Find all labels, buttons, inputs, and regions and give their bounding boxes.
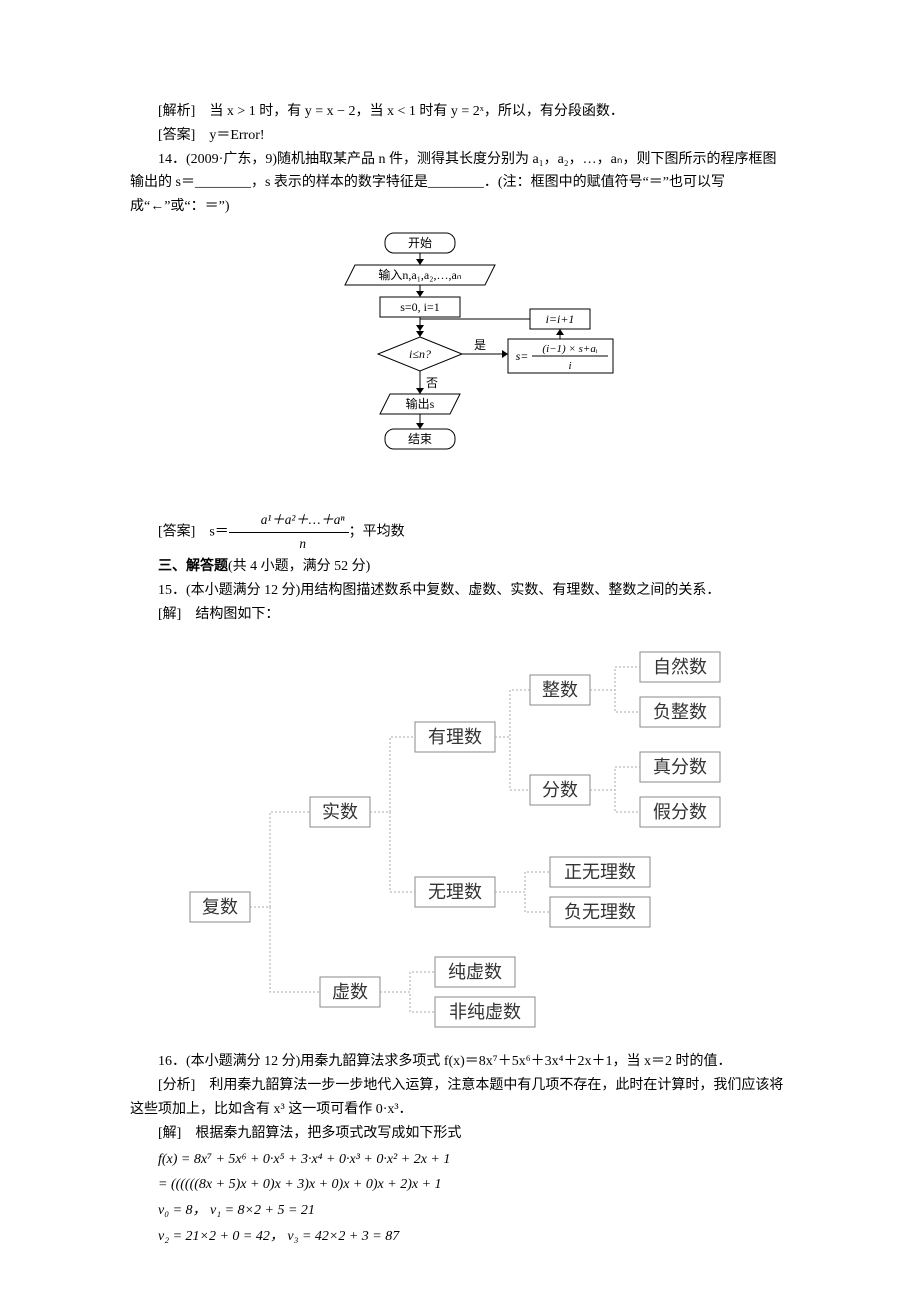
flow-calc-den: i: [568, 360, 571, 372]
ans14-prefix: [答案] s＝: [158, 524, 229, 539]
flow-end: 结束: [408, 432, 432, 446]
tree-negint: 负整数: [653, 702, 707, 722]
flow-calc-num: (i−1) × s+aᵢ: [542, 343, 597, 355]
tree-int: 整数: [542, 680, 578, 700]
flow-start: 开始: [408, 236, 432, 250]
flow-inc: i=i+1: [546, 312, 575, 326]
tree-root: 复数: [202, 897, 238, 917]
blank-1: ________: [195, 175, 251, 190]
flowchart: 开始 输入n,a₁,a₂,…,aₙ s=0, i=1 i≤n? 是: [300, 229, 620, 499]
section-3-heading: 三、解答题(共 4 小题，满分 52 分): [130, 555, 790, 579]
tree-svg: 自然数 负整数 真分数 假分数 正无理数 负无理数 整数 分数 有理数: [180, 642, 740, 1032]
tree-frac: 分数: [542, 780, 578, 800]
tree-posirr: 正无理数: [564, 862, 636, 882]
tree-rational: 有理数: [428, 727, 482, 747]
tree-real: 实数: [322, 802, 358, 822]
answer-14: [答案] s＝a¹＋a²＋…＋aⁿn；平均数: [130, 509, 790, 555]
ans14-frac: a¹＋a²＋…＋aⁿn: [229, 509, 349, 555]
ans14-den: n: [229, 533, 349, 556]
tree-imag: 虚数: [332, 982, 368, 1002]
tree-pureimag: 纯虚数: [448, 962, 502, 982]
analysis-16: [分析] 利用秦九韶算法一步一步地代入运算，注意本题中有几项不存在，此时在计算时…: [130, 1074, 790, 1122]
sec3-bold: 三、解答题: [158, 559, 228, 574]
tree-irrational: 无理数: [428, 882, 482, 902]
math-line-2: = ((((((8x + 5)x + 0)x + 3)x + 0)x + 0)x…: [130, 1173, 790, 1197]
tree-negirr: 负无理数: [564, 902, 636, 922]
flow-yes: 是: [474, 338, 486, 352]
blank-2: ________: [428, 175, 484, 190]
tree-properfrac: 真分数: [653, 757, 707, 777]
tree-nat: 自然数: [653, 657, 707, 677]
solution-16-label: [解] 根据秦九韶算法，把多项式改写成如下形式: [130, 1122, 790, 1146]
tree-improperfrac: 假分数: [653, 802, 707, 822]
math-line-3: v₀ = 8， v₁ = 8×2 + 5 = 21: [130, 1199, 790, 1223]
ans14-suffix: ；平均数: [349, 524, 405, 539]
analysis-13: [解析] 当 x > 1 时，有 y = x − 2，当 x < 1 时有 y …: [130, 100, 790, 124]
flow-cond: i≤n?: [409, 347, 431, 361]
flowchart-svg: 开始 输入n,a₁,a₂,…,aₙ s=0, i=1 i≤n? 是: [300, 229, 620, 499]
flow-output: 输出s: [406, 396, 435, 411]
math-line-1: f(x) = 8x⁷ + 5x⁶ + 0·x⁵ + 3·x⁴ + 0·x³ + …: [130, 1148, 790, 1172]
q14-text-b: ，s 表示的样本的数字特征是: [251, 175, 428, 190]
flow-calc-prefix: s=: [516, 349, 529, 363]
question-15: 15．(本小题满分 12 分)用结构图描述数系中复数、虚数、实数、有理数、整数之…: [130, 579, 790, 603]
document-page: [解析] 当 x > 1 时，有 y = x − 2，当 x < 1 时有 y …: [0, 0, 920, 1291]
ans14-num: a¹＋a²＋…＋aⁿ: [229, 509, 349, 533]
flow-no: 否: [426, 376, 438, 390]
solution-15-label: [解] 结构图如下：: [130, 603, 790, 627]
tree-nonpureimag: 非纯虚数: [449, 1002, 521, 1022]
question-14: 14．(2009·广东，9)随机抽取某产品 n 件，测得其长度分别为 a₁，a₂…: [130, 148, 790, 219]
math-line-4: v₂ = 21×2 + 0 = 42， v₃ = 42×2 + 3 = 87: [130, 1225, 790, 1249]
answer-13: [答案] y＝Error!: [130, 124, 790, 148]
flow-input: 输入n,a₁,a₂,…,aₙ: [378, 267, 461, 282]
tree-diagram: 自然数 负整数 真分数 假分数 正无理数 负无理数 整数 分数 有理数: [180, 642, 740, 1041]
question-16: 16．(本小题满分 12 分)用秦九韶算法求多项式 f(x)＝8x⁷＋5x⁶＋3…: [130, 1050, 790, 1074]
flow-init: s=0, i=1: [400, 300, 440, 314]
